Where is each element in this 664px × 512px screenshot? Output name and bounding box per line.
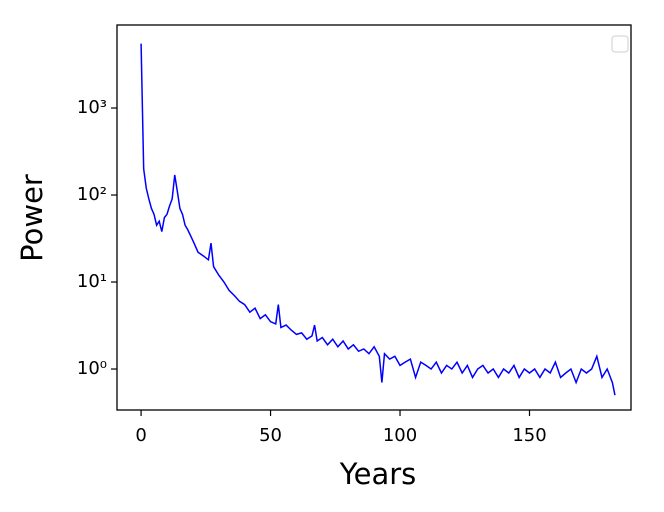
x-tick-label: 150 [512,425,546,446]
x-tick-label: 0 [135,425,146,446]
y-axis-label: Power [15,174,49,262]
y-tick-label: 10⁰ [77,358,107,379]
plot-frame [116,24,632,411]
x-axis-label: Years [339,457,417,491]
legend-box [611,35,629,53]
y-tick-label: 10³ [77,97,107,118]
y-tick-label: 10² [77,184,107,205]
line-series [140,43,616,396]
y-tick-label: 10¹ [77,271,107,292]
x-tick-label: 50 [259,425,282,446]
x-tick-label: 100 [383,425,417,446]
